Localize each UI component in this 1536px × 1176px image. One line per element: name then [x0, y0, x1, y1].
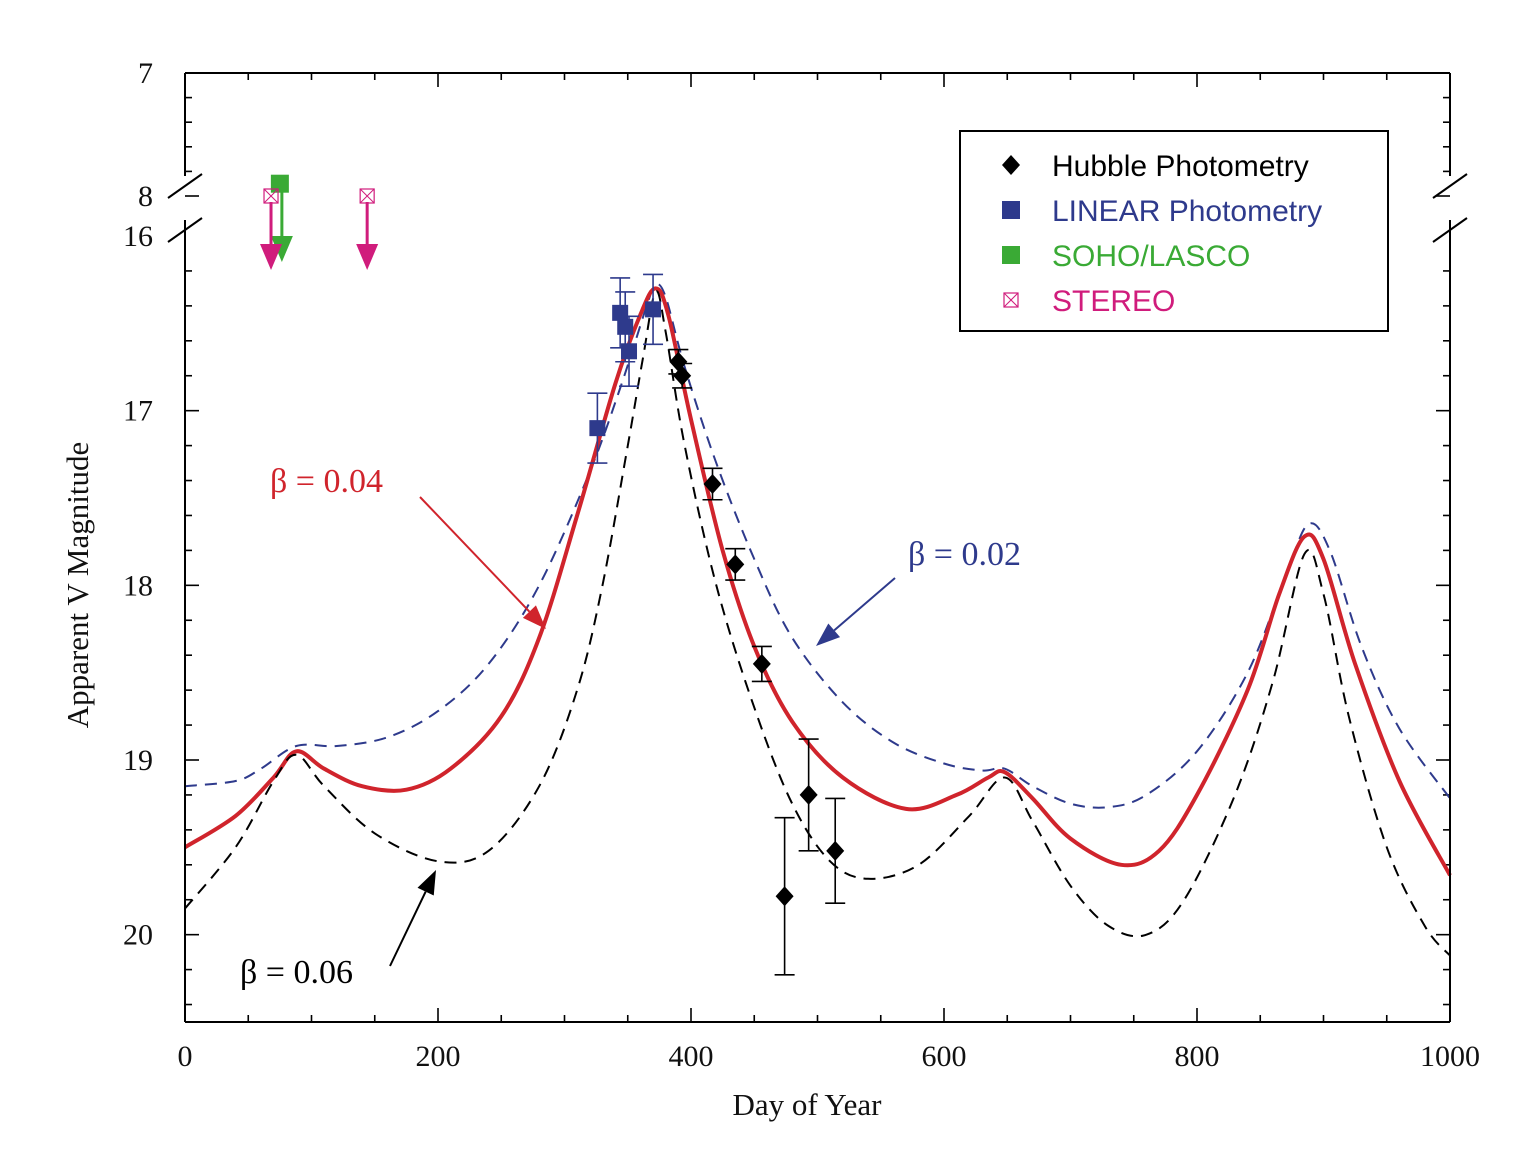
x-axis-title: Day of Year [733, 1087, 883, 1122]
legend-marker-hubble [1002, 155, 1020, 175]
axis-break-mark-left [167, 217, 203, 243]
legend-label-hubble: Hubble Photometry [1052, 150, 1309, 183]
data-points [260, 174, 846, 976]
legend-box [959, 130, 1389, 332]
soho-point [270, 174, 289, 193]
annotation-beta-004: β = 0.04 [270, 463, 383, 500]
hubble-point [752, 653, 771, 674]
x-tick-label: 200 [416, 1040, 461, 1073]
axis-break-mark-right [1432, 217, 1468, 243]
annotation-arrow-beta-006-head [417, 870, 436, 896]
soho-limit-arrow-head [270, 236, 293, 262]
model-curves [183, 283, 1452, 957]
legend-markers [1002, 155, 1020, 308]
annotation-arrow-beta-004-shaft [419, 496, 531, 613]
linear-point [589, 420, 606, 437]
model-curve-beta-006 [184, 290, 1451, 957]
legend-marker-stereo [1003, 292, 1019, 308]
y-tick-label: 20 [123, 919, 153, 952]
y-tick-label-upper: 7 [138, 57, 153, 90]
linear-point [617, 318, 634, 335]
x-tick-label: 400 [669, 1040, 714, 1073]
hubble-point [703, 474, 722, 495]
legend-marker-soho [1002, 246, 1020, 264]
model-curve-beta-002 [184, 283, 1451, 809]
stereo-point [359, 188, 375, 204]
legend: Hubble Photometry LINEAR Photometry SOHO… [959, 130, 1389, 332]
linear-point [621, 343, 638, 360]
x-tick-label: 0 [178, 1040, 193, 1073]
legend-marker-stereo-x [1003, 292, 1019, 308]
y-tick-label: 19 [123, 744, 153, 777]
hubble-point [726, 554, 745, 575]
annotation-arrows [389, 496, 896, 967]
legend-label-soho: SOHO/LASCO [1052, 240, 1250, 273]
stereo-point [263, 188, 279, 204]
stereo-limit-arrow-head [260, 244, 283, 270]
axis-break-mark-left [167, 173, 203, 199]
hubble-point [775, 886, 794, 907]
annotation-beta-002: β = 0.02 [908, 536, 1021, 573]
annotation-arrow-beta-006-shaft [389, 891, 427, 967]
x-tick-label: 600 [922, 1040, 967, 1073]
annotation-arrow-beta-004-head [522, 605, 546, 629]
y-tick-label-upper: 8 [138, 180, 153, 213]
hubble-point [826, 840, 845, 861]
linear-point [645, 301, 662, 318]
stereo-limit-arrow-head [356, 244, 379, 270]
axis-break-mark-right [1432, 173, 1468, 199]
legend-label-linear: LINEAR Photometry [1052, 195, 1322, 228]
stereo-point-x [263, 188, 279, 204]
stereo-point-x [359, 188, 375, 204]
y-tick-label: 16 [123, 220, 153, 253]
annotation-arrow-beta-002-head [816, 623, 841, 646]
x-tick-label: 800 [1175, 1040, 1220, 1073]
y-tick-label: 18 [123, 569, 153, 602]
y-axis-title: Apparent V Magnitude [60, 442, 95, 728]
hubble-point [673, 365, 692, 386]
annotation-beta-006: β = 0.06 [240, 954, 353, 991]
hubble-point [799, 784, 818, 805]
x-tick-label: 1000 [1420, 1040, 1480, 1073]
plot-ticks: 0 200 400 600 800 1000 16 17 18 19 20 7 8 [123, 57, 1480, 1073]
model-curve-beta-004 [183, 286, 1452, 877]
legend-marker-linear [1002, 201, 1020, 219]
legend-label-stereo: STEREO [1052, 285, 1175, 318]
annotation-arrow-beta-002-shaft [833, 577, 896, 632]
y-tick-label: 17 [123, 395, 153, 428]
axes [167, 72, 1468, 1023]
